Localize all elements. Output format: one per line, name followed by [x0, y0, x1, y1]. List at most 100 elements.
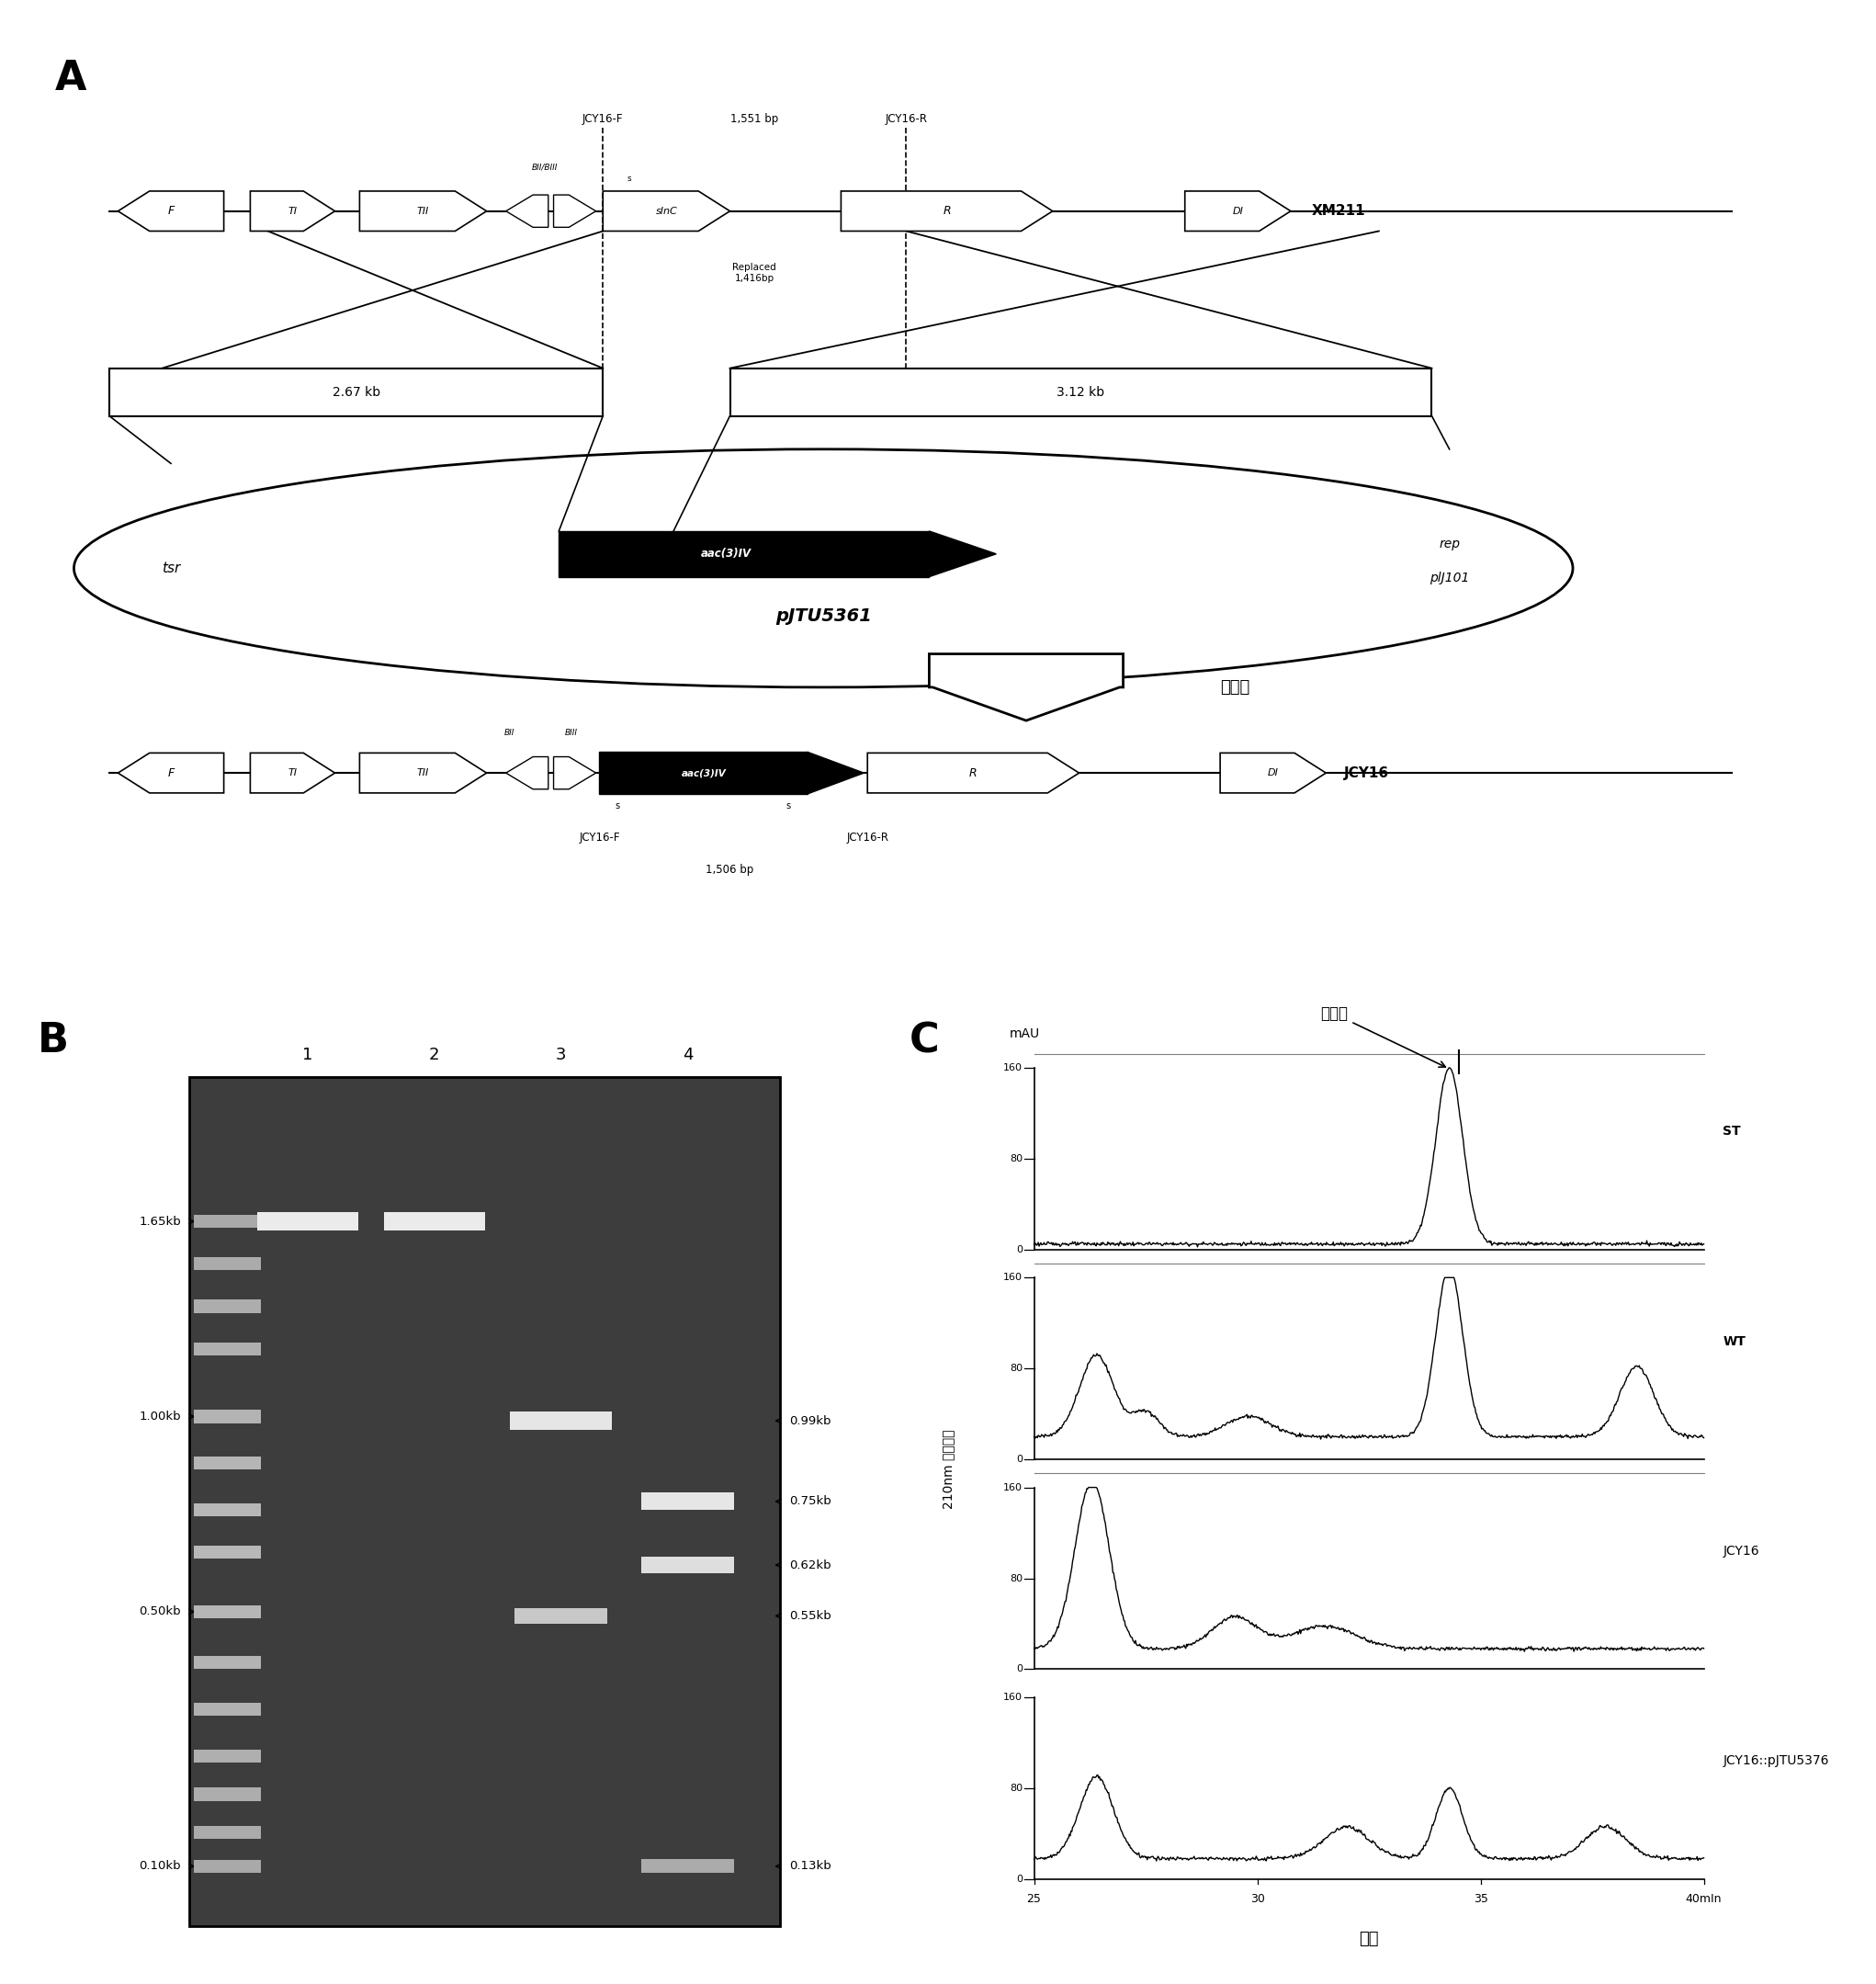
FancyBboxPatch shape: [193, 1546, 261, 1559]
Text: 160: 160: [1004, 1274, 1022, 1282]
Text: 1: 1: [302, 1048, 313, 1063]
Text: plJ101: plJ101: [1430, 571, 1469, 583]
Text: 0.99kb: 0.99kb: [788, 1415, 831, 1426]
Text: 4: 4: [683, 1048, 692, 1063]
Text: 1,551 bp: 1,551 bp: [730, 113, 779, 125]
Text: 1.65kb: 1.65kb: [139, 1216, 180, 1228]
Text: DI: DI: [1268, 768, 1279, 778]
Text: R: R: [944, 204, 951, 216]
Text: 80: 80: [1009, 1784, 1022, 1794]
Text: 0.62kb: 0.62kb: [788, 1559, 831, 1571]
Text: 160: 160: [1004, 1692, 1022, 1702]
Text: aac(3)IV: aac(3)IV: [681, 768, 726, 778]
FancyBboxPatch shape: [193, 1750, 261, 1762]
Polygon shape: [1186, 190, 1291, 230]
FancyBboxPatch shape: [600, 752, 807, 794]
Text: 1.00kb: 1.00kb: [139, 1411, 180, 1423]
Polygon shape: [360, 190, 486, 230]
Text: TI: TI: [289, 206, 296, 216]
Text: JCY16-F: JCY16-F: [583, 113, 623, 125]
Text: 35: 35: [1473, 1893, 1488, 1905]
Text: 0: 0: [1017, 1246, 1022, 1254]
Text: 2.67 kb: 2.67 kb: [332, 385, 381, 399]
FancyBboxPatch shape: [193, 1605, 261, 1619]
Polygon shape: [867, 754, 1079, 794]
Text: JCY16: JCY16: [1722, 1546, 1760, 1557]
FancyBboxPatch shape: [193, 1411, 261, 1423]
Text: R: R: [970, 768, 977, 780]
FancyBboxPatch shape: [257, 1212, 358, 1230]
Text: F: F: [167, 768, 174, 780]
FancyBboxPatch shape: [193, 1214, 261, 1228]
FancyBboxPatch shape: [193, 1504, 261, 1516]
Polygon shape: [250, 754, 336, 794]
Ellipse shape: [73, 448, 1572, 686]
Text: JCY16: JCY16: [1343, 766, 1388, 780]
Polygon shape: [807, 752, 865, 794]
Text: s: s: [627, 175, 632, 183]
Text: TII: TII: [416, 206, 430, 216]
Text: 25: 25: [1026, 1893, 1041, 1905]
Text: 0.13kb: 0.13kb: [788, 1861, 831, 1873]
Text: BII: BII: [505, 728, 514, 736]
Polygon shape: [553, 194, 597, 228]
Text: 1,506 bp: 1,506 bp: [705, 863, 754, 875]
FancyBboxPatch shape: [510, 1411, 612, 1430]
FancyBboxPatch shape: [193, 1657, 261, 1669]
Polygon shape: [1219, 754, 1326, 794]
Text: 160: 160: [1004, 1482, 1022, 1492]
Polygon shape: [507, 194, 548, 228]
Text: 3.12 kb: 3.12 kb: [1056, 385, 1105, 399]
Text: pJTU5361: pJTU5361: [775, 607, 872, 625]
FancyBboxPatch shape: [642, 1557, 734, 1573]
FancyBboxPatch shape: [730, 369, 1431, 417]
Polygon shape: [250, 190, 336, 230]
Text: WT: WT: [1722, 1335, 1747, 1347]
FancyBboxPatch shape: [193, 1859, 261, 1873]
Text: 160: 160: [1004, 1063, 1022, 1073]
Text: 80: 80: [1009, 1573, 1022, 1583]
Text: 80: 80: [1009, 1155, 1022, 1163]
Text: Replaced
1,416bp: Replaced 1,416bp: [734, 262, 777, 284]
Text: sInC: sInC: [655, 206, 677, 216]
Polygon shape: [553, 756, 597, 790]
FancyBboxPatch shape: [383, 1212, 484, 1230]
Text: DI: DI: [1233, 206, 1244, 216]
Text: F: F: [167, 204, 174, 216]
Text: 3: 3: [555, 1048, 567, 1063]
Text: 0: 0: [1017, 1454, 1022, 1464]
Text: 2: 2: [430, 1048, 439, 1063]
FancyBboxPatch shape: [193, 1825, 261, 1839]
Text: mAU: mAU: [1009, 1028, 1039, 1040]
Polygon shape: [360, 754, 486, 794]
Text: s: s: [615, 802, 619, 811]
Text: 0.55kb: 0.55kb: [788, 1609, 831, 1623]
Polygon shape: [602, 190, 730, 230]
FancyBboxPatch shape: [642, 1859, 734, 1873]
Text: 0.75kb: 0.75kb: [788, 1496, 831, 1508]
FancyBboxPatch shape: [514, 1607, 608, 1623]
Text: XM211: XM211: [1311, 204, 1366, 218]
FancyBboxPatch shape: [109, 369, 602, 417]
Text: JCY16-R: JCY16-R: [846, 831, 889, 843]
FancyBboxPatch shape: [559, 532, 929, 577]
Text: 时间: 时间: [1358, 1930, 1379, 1946]
Text: 0.50kb: 0.50kb: [139, 1605, 180, 1617]
FancyBboxPatch shape: [193, 1788, 261, 1801]
Text: 双交换: 双交换: [1219, 679, 1249, 696]
Text: 0: 0: [1017, 1875, 1022, 1883]
Text: B: B: [38, 1022, 69, 1061]
Text: BIII: BIII: [565, 728, 578, 736]
FancyBboxPatch shape: [193, 1702, 261, 1716]
Text: s: s: [786, 802, 790, 811]
Text: JCY16-R: JCY16-R: [885, 113, 927, 125]
FancyBboxPatch shape: [189, 1077, 780, 1926]
FancyBboxPatch shape: [193, 1341, 261, 1355]
Text: ST: ST: [1722, 1125, 1741, 1139]
Text: 0: 0: [1017, 1665, 1022, 1674]
Text: tsr: tsr: [161, 561, 180, 575]
FancyBboxPatch shape: [193, 1258, 261, 1270]
Text: 40mIn: 40mIn: [1687, 1893, 1722, 1905]
Text: rep: rep: [1439, 538, 1460, 552]
Text: JCY16-F: JCY16-F: [580, 831, 619, 843]
